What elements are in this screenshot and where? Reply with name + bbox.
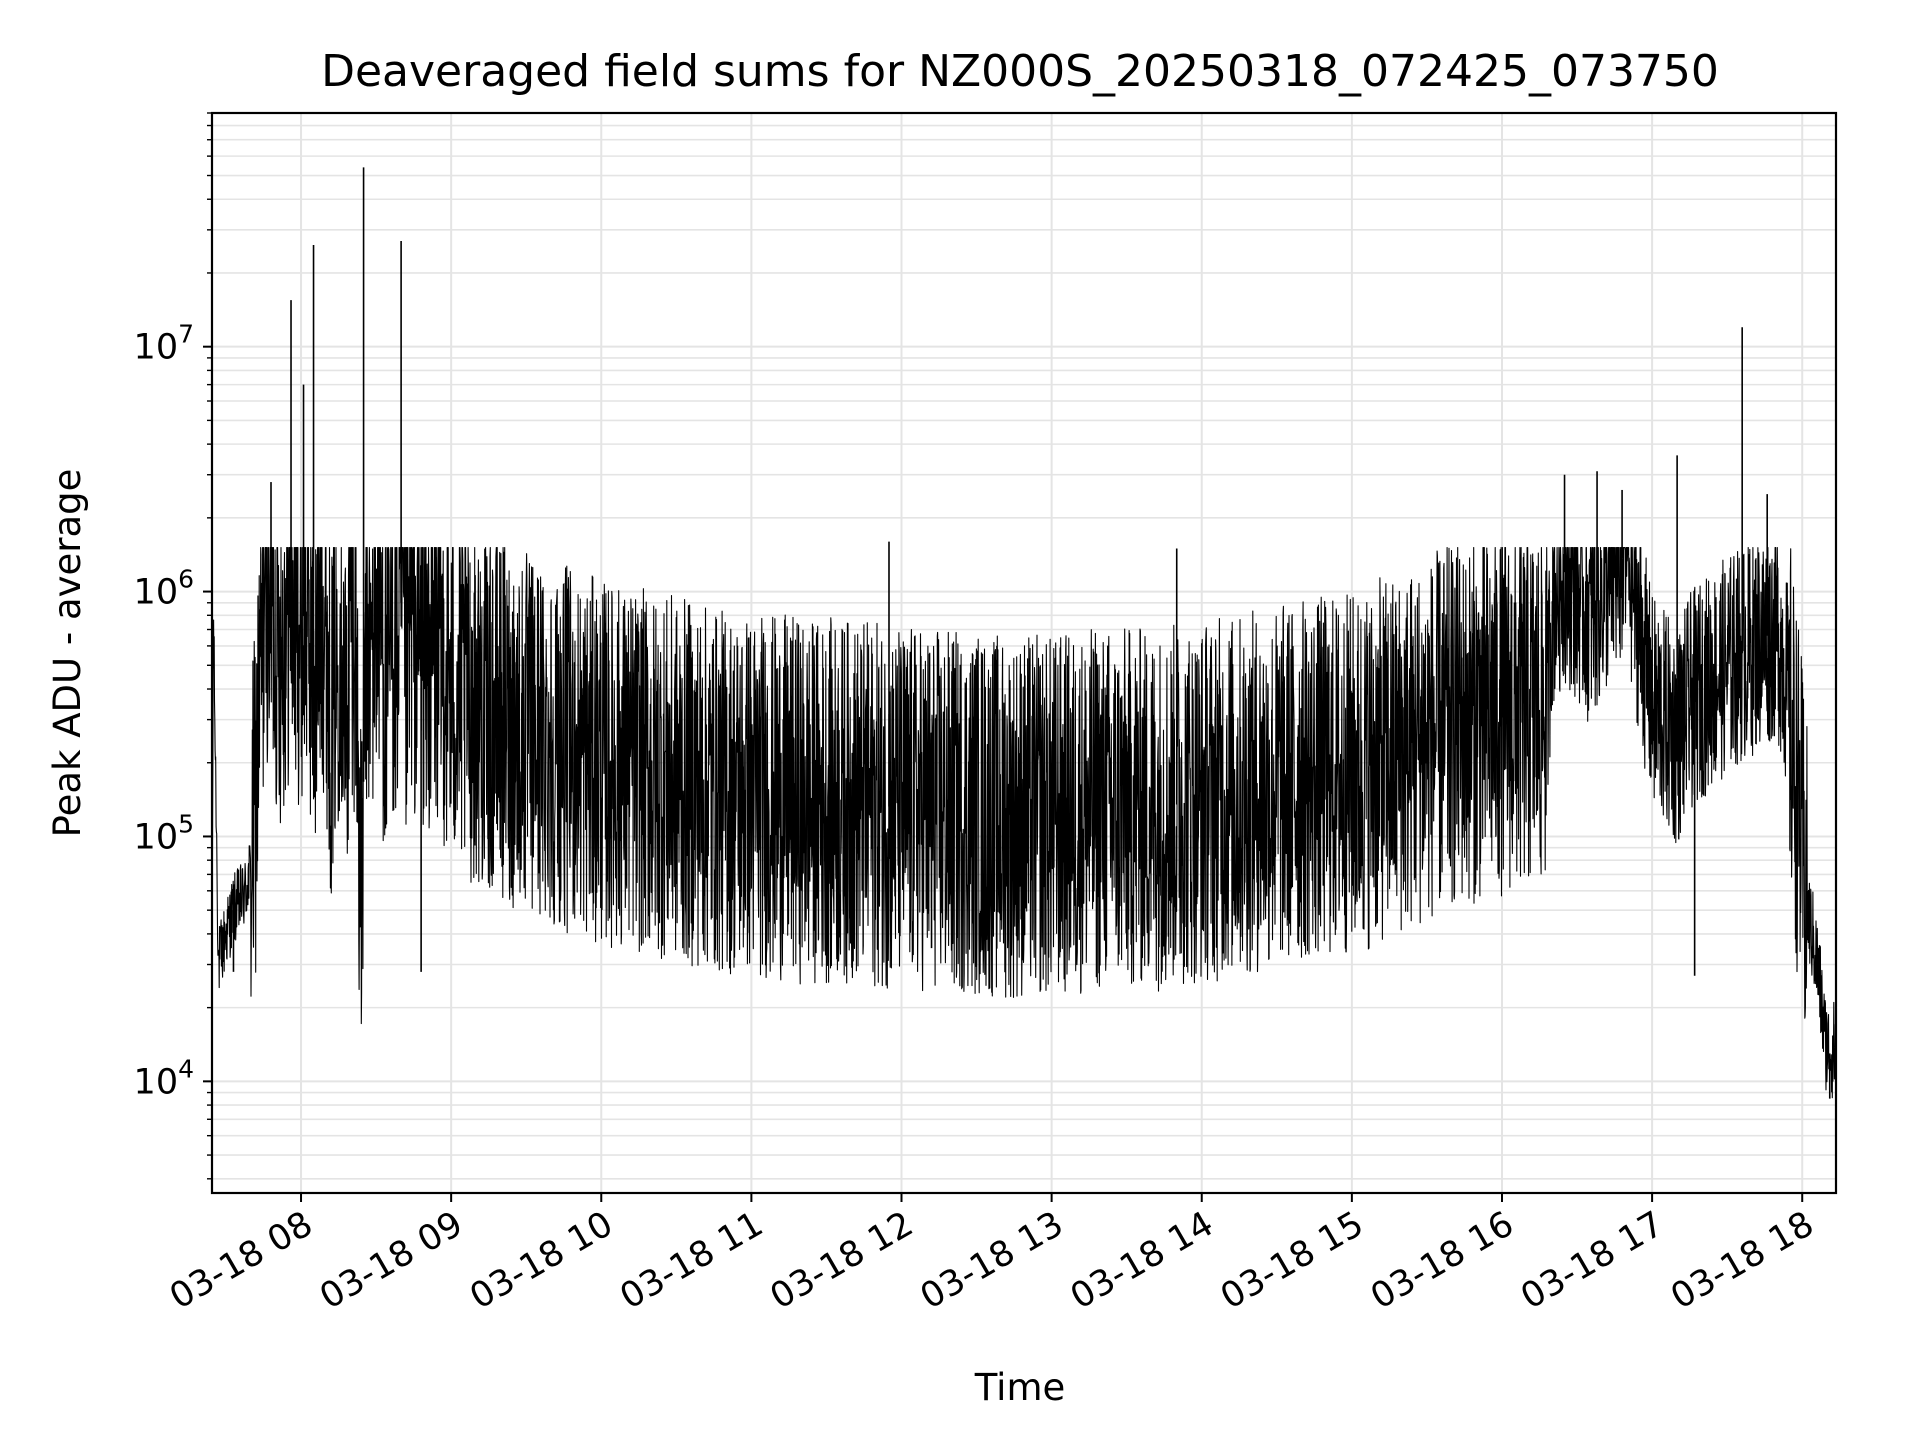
y-tick-exponent: 5 — [178, 809, 194, 838]
chart-title: Deaveraged field sums for NZ000S_2025031… — [321, 46, 1719, 97]
plot-frame — [210, 111, 1838, 1195]
y-tick-exponent: 7 — [178, 320, 194, 349]
y-tick-label: 105 — [134, 809, 194, 857]
y-tick-base: 10 — [134, 328, 179, 368]
y-tick-base: 10 — [134, 573, 179, 613]
y-tick-base: 10 — [134, 817, 179, 857]
y-tick-exponent: 6 — [178, 565, 194, 594]
data-layer — [212, 167, 1836, 1099]
y-axis-label: Peak ADU - average — [46, 469, 89, 838]
y-tick-label: 107 — [134, 320, 194, 368]
x-axis-label: Time — [974, 1366, 1066, 1409]
y-tick-label: 104 — [134, 1054, 194, 1102]
y-tick-base: 10 — [134, 1062, 179, 1102]
y-tick-label: 106 — [134, 565, 194, 613]
y-tick-exponent: 4 — [178, 1054, 194, 1083]
series-line — [212, 546, 1836, 1099]
